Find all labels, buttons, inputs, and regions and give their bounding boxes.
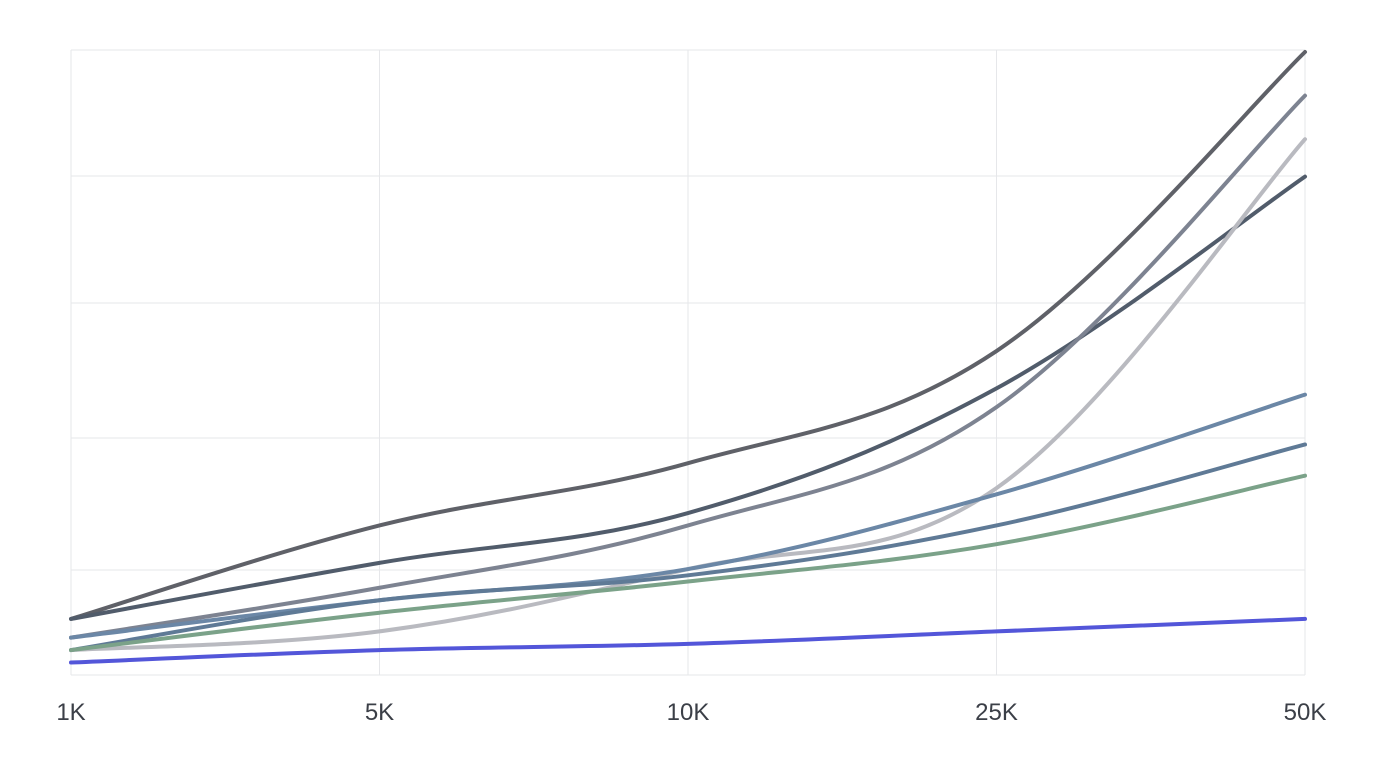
series-lines: [69, 50, 1307, 665]
series-line-7: [69, 473, 1307, 653]
x-tick-label: 1K: [56, 699, 85, 726]
series-line-5: [69, 392, 1307, 640]
series-line-3: [69, 93, 1307, 640]
series-line-8: [69, 616, 1307, 665]
x-tick-label: 10K: [667, 699, 710, 726]
x-tick-labels: 1K 5K 10K 25K 50K: [56, 699, 1326, 726]
series-line-2: [69, 174, 1307, 621]
x-tick-label: 50K: [1284, 699, 1327, 726]
x-tick-label: 5K: [365, 699, 394, 726]
series-line-1: [69, 50, 1307, 621]
x-tick-label: 25K: [975, 699, 1018, 726]
series-line-6: [69, 442, 1307, 653]
